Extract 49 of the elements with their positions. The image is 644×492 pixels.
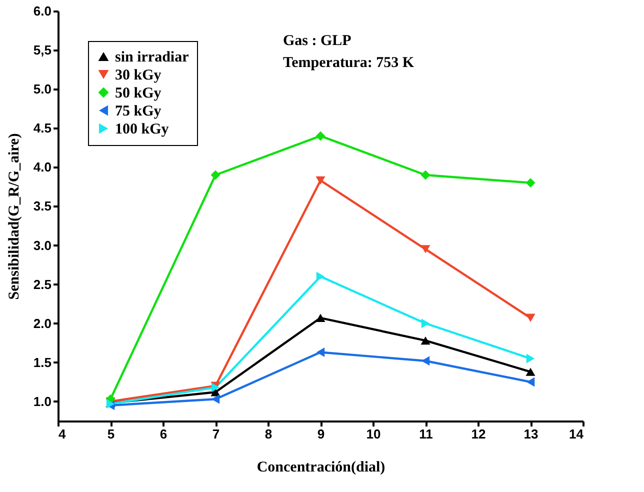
- legend-label: sin irradiar: [115, 50, 190, 66]
- annotation: Gas : GLP: [283, 33, 352, 49]
- y-tick-label: 5.0: [33, 82, 52, 97]
- x-tick-label: 10: [366, 426, 381, 442]
- x-tick-label: 14: [569, 426, 584, 442]
- y-tick-label: 2.5: [33, 276, 52, 292]
- x-tick-label: 6: [160, 426, 168, 442]
- point: [211, 382, 220, 392]
- y-tick-label: 3.0: [33, 238, 52, 253]
- x-tick-label: 11: [419, 426, 433, 442]
- point: [420, 336, 430, 345]
- point: [211, 394, 220, 404]
- y-axis-title: Sensibilidad(G_R/G_aire): [6, 133, 22, 300]
- y-tick-label: 6.0: [33, 4, 52, 18]
- x-tick-label: 4: [58, 426, 66, 442]
- y-tick-label: 2.0: [33, 316, 52, 331]
- point: [316, 348, 325, 358]
- x-tick-label: 8: [264, 426, 272, 442]
- y-tick-label: 1.0: [33, 394, 52, 409]
- point: [316, 314, 326, 322]
- point: [526, 178, 536, 188]
- point: [526, 377, 535, 387]
- legend-label: 50 kGy: [115, 86, 162, 102]
- x-tick-label: 12: [471, 426, 486, 442]
- legend-label: 75 kGy: [115, 104, 162, 120]
- legend-label: 100 kGy: [115, 122, 170, 138]
- y-tick-label: 4.0: [33, 160, 52, 175]
- y-tick-label: 1.5: [33, 354, 52, 370]
- x-tick-label: 7: [212, 426, 220, 442]
- point: [526, 354, 535, 364]
- point: [420, 170, 430, 180]
- point: [316, 131, 326, 141]
- point: [421, 356, 430, 366]
- point: [210, 170, 220, 180]
- point: [421, 318, 430, 328]
- point: [316, 176, 326, 185]
- x-tick-label: 5: [107, 426, 115, 442]
- legend-label: 30 kGy: [115, 68, 162, 84]
- point: [420, 245, 430, 254]
- x-tick-label: 9: [317, 426, 325, 442]
- x-axis-title: Concentración(dial): [256, 460, 386, 476]
- annotation: Temperatura: 753 K: [283, 55, 414, 71]
- point: [526, 314, 536, 322]
- y-tick-label: 4.5: [33, 120, 52, 136]
- y-tick-label: 3.5: [33, 198, 52, 214]
- point: [526, 368, 536, 376]
- point: [316, 272, 325, 282]
- y-tick-label: 5,5: [33, 42, 52, 58]
- x-tick-label: 13: [524, 426, 538, 442]
